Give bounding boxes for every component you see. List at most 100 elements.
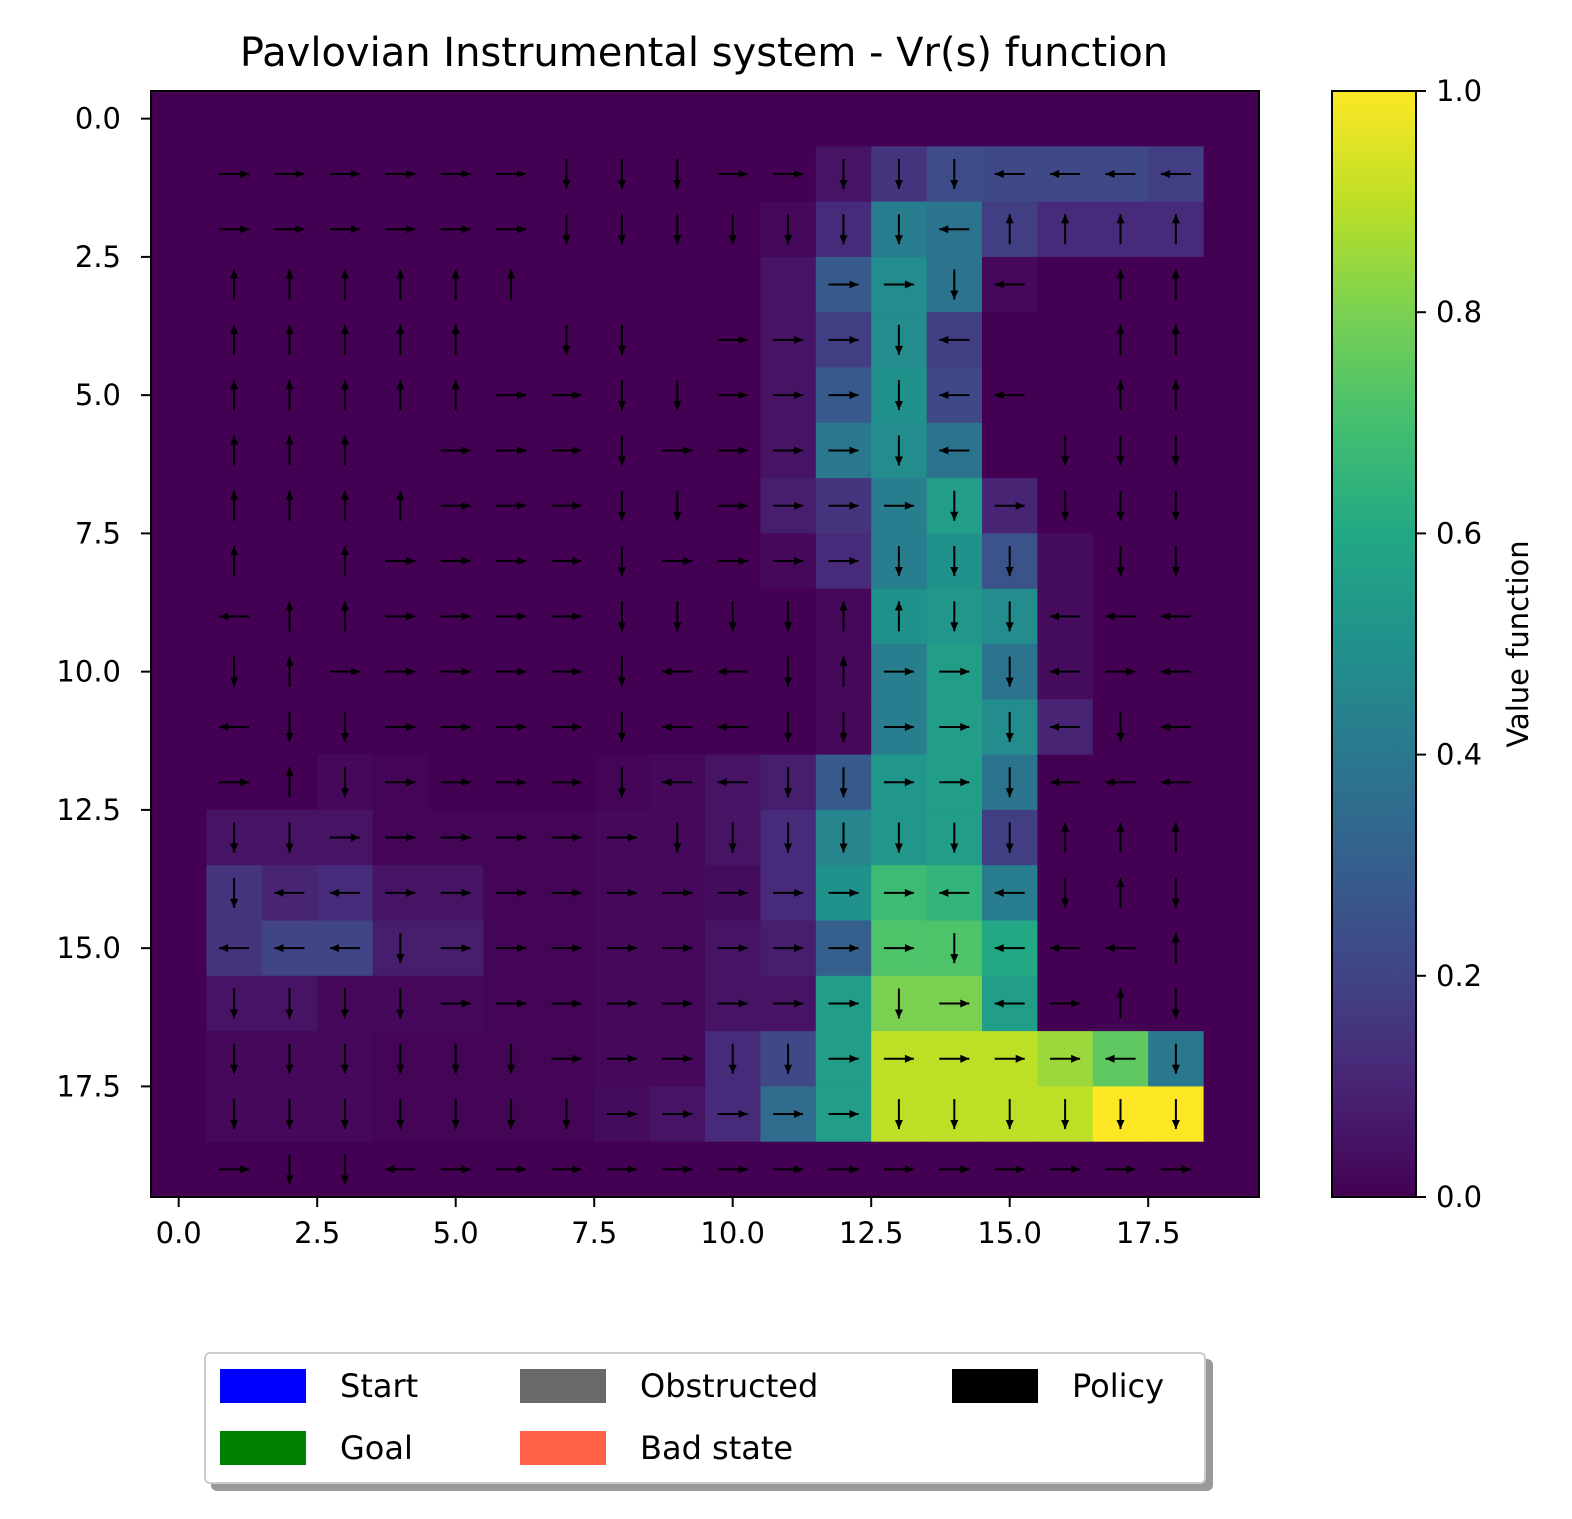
- policy-arrow: [551, 778, 582, 787]
- policy-arrow: [451, 1043, 460, 1074]
- colorbar-tick-label: 0.6: [1436, 516, 1482, 550]
- policy-arrow: [385, 722, 416, 731]
- policy-arrow: [606, 999, 637, 1008]
- policy-arrow: [1116, 490, 1125, 521]
- policy-arrow: [329, 833, 360, 842]
- heatmap-cell: [982, 422, 1038, 479]
- policy-arrow: [662, 778, 693, 787]
- heatmap-cell: [151, 367, 207, 424]
- policy-arrow: [1061, 877, 1070, 908]
- policy-arrow: [562, 158, 571, 189]
- policy-arrow: [1005, 1099, 1014, 1130]
- heatmap-cell: [1037, 312, 1094, 369]
- policy-arrow: [994, 888, 1025, 897]
- colorbar: [1331, 90, 1417, 1198]
- policy-arrow: [329, 225, 360, 234]
- y-axis: 0.0 2.5 5.0 7.5 10.0 12.5 15.0 17.5: [56, 102, 151, 1103]
- policy-arrow: [939, 1165, 970, 1174]
- colorbar-tick-label: 0.0: [1436, 1180, 1482, 1214]
- policy-arrow: [994, 999, 1025, 1008]
- legend-swatch-obstructed: [520, 1369, 606, 1403]
- policy-arrow: [939, 778, 970, 787]
- heatmap-cell: [1203, 478, 1260, 534]
- colorbar-label: Value function: [1501, 540, 1535, 747]
- policy-arrow: [773, 557, 804, 566]
- heatmap-cell: [151, 256, 207, 313]
- policy-arrow: [1005, 601, 1014, 632]
- heatmap-cell: [151, 1086, 207, 1143]
- colorbar-tick-label: 0.2: [1436, 959, 1482, 993]
- policy-arrow: [950, 601, 959, 632]
- policy-arrow: [219, 778, 250, 787]
- heatmap-cell: [649, 256, 706, 313]
- heatmap-cell: [1203, 256, 1260, 313]
- policy-arrow: [1005, 822, 1014, 853]
- policy-arrow: [1171, 546, 1180, 577]
- policy-arrow: [1061, 214, 1070, 245]
- heatmap-cell: [1203, 533, 1260, 590]
- policy-arrow: [496, 169, 527, 178]
- policy-arrow: [396, 1099, 405, 1130]
- policy-arrow: [717, 722, 748, 731]
- policy-arrow: [606, 1054, 637, 1063]
- chart-title: Pavlovian Instrumental system - Vr(s) fu…: [240, 30, 1168, 76]
- policy-arrow: [440, 778, 471, 787]
- policy-arrow: [440, 169, 471, 178]
- heatmap-cell: [428, 91, 484, 147]
- policy-arrow: [507, 269, 516, 300]
- legend-label-obstructed: Obstructed: [640, 1367, 819, 1405]
- policy-arrow: [939, 446, 970, 455]
- policy-arrow: [662, 1165, 693, 1174]
- policy-arrow: [883, 280, 914, 289]
- policy-arrow: [496, 888, 527, 897]
- policy-arrow: [662, 667, 693, 676]
- policy-arrow: [285, 1099, 294, 1130]
- heatmap-cell: [1203, 1031, 1260, 1087]
- colorbar-tick-label: 1.0: [1436, 74, 1482, 108]
- policy-arrow: [551, 1054, 582, 1063]
- policy-arrow: [994, 1165, 1025, 1174]
- colorbar-tick-label: 0.4: [1436, 738, 1482, 772]
- policy-arrow: [617, 380, 626, 411]
- heatmap-cell: [1203, 91, 1260, 147]
- heatmap-cell: [206, 91, 263, 147]
- legend-swatch-start: [220, 1369, 306, 1403]
- policy-arrow: [562, 214, 571, 245]
- policy-arrow: [939, 888, 970, 897]
- policy-arrow: [285, 711, 294, 742]
- heatmap-cell: [1037, 367, 1094, 424]
- policy-arrow: [839, 214, 848, 245]
- policy-arrow: [662, 1110, 693, 1119]
- policy-arrow: [1160, 169, 1191, 178]
- policy-arrow: [1171, 380, 1180, 411]
- heatmap-cell: [1203, 865, 1260, 922]
- policy-arrow: [839, 656, 848, 687]
- policy-arrow: [440, 557, 471, 566]
- policy-arrow: [340, 269, 349, 300]
- policy-arrow: [1171, 490, 1180, 521]
- policy-arrow: [496, 1165, 527, 1174]
- policy-arrow: [717, 1110, 748, 1119]
- policy-arrow: [230, 380, 239, 411]
- policy-arrow: [828, 446, 859, 455]
- policy-arrow: [894, 822, 903, 853]
- policy-arrow: [617, 546, 626, 577]
- policy-arrow: [329, 169, 360, 178]
- policy-arrow: [285, 767, 294, 798]
- policy-arrow: [496, 501, 527, 510]
- y-tick-label: 7.5: [75, 516, 121, 550]
- legend-label-goal: Goal: [340, 1429, 413, 1467]
- heatmap-cell: [483, 312, 540, 369]
- policy-arrow: [496, 833, 527, 842]
- heatmap-cell: [151, 422, 207, 479]
- heatmap-cell: [1203, 312, 1260, 369]
- legend-label-policy: Policy: [1072, 1367, 1165, 1405]
- policy-arrow: [662, 944, 693, 953]
- policy-arrow: [551, 391, 582, 400]
- policy-arrow: [1061, 822, 1070, 853]
- policy-arrow: [1116, 1099, 1125, 1130]
- policy-arrow: [606, 888, 637, 897]
- policy-arrow: [994, 280, 1025, 289]
- policy-arrow: [274, 225, 305, 234]
- policy-arrow: [219, 612, 250, 621]
